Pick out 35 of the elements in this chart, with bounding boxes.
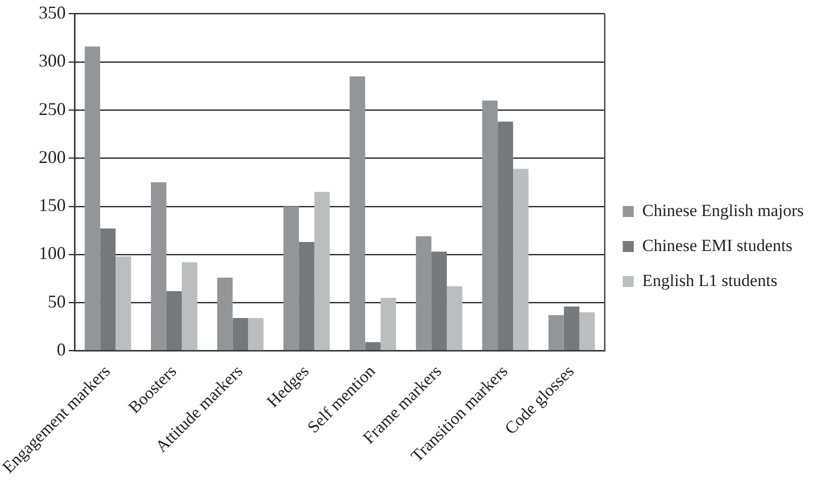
bar (182, 262, 198, 350)
y-tick-label: 350 (38, 2, 66, 23)
legend-label: Chinese English majors (642, 200, 804, 220)
bar (116, 256, 132, 350)
y-tick-label: 100 (38, 243, 66, 264)
bar (579, 312, 595, 350)
bar (431, 252, 447, 350)
bar (314, 192, 330, 350)
bar (446, 286, 462, 350)
bar (248, 318, 264, 350)
bar (482, 100, 498, 350)
bar (416, 236, 432, 350)
bar (365, 342, 381, 350)
bar (380, 298, 396, 350)
legend-label: Chinese EMI students (642, 236, 792, 255)
y-tick-label: 300 (38, 50, 66, 71)
bar (548, 315, 564, 350)
bar (298, 242, 314, 350)
legend-label: English L1 students (642, 270, 778, 290)
y-tick-label: 150 (38, 195, 66, 216)
bar (84, 46, 100, 350)
bar (350, 76, 366, 350)
bar (498, 122, 514, 350)
bar (283, 206, 299, 350)
bar (166, 291, 182, 350)
bar (100, 228, 116, 350)
bar (232, 318, 248, 350)
y-tick-label: 50 (48, 291, 66, 312)
y-tick-label: 0 (56, 340, 66, 360)
bar (150, 182, 166, 350)
bar (564, 306, 580, 350)
y-tick-label: 250 (38, 98, 66, 119)
bar (217, 278, 233, 350)
y-tick-label: 200 (38, 146, 66, 167)
bar (513, 168, 529, 350)
